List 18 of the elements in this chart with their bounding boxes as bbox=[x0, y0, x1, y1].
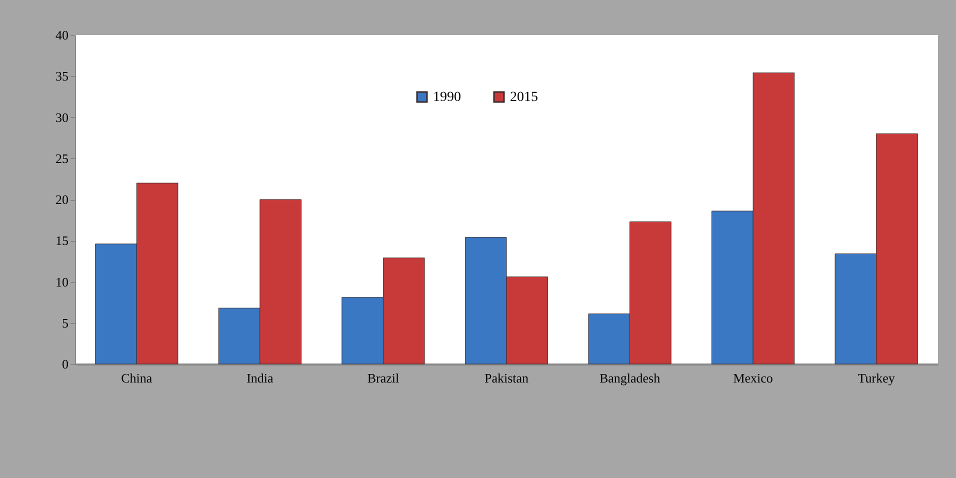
y-tick-label: 15 bbox=[56, 233, 68, 248]
y-tick-label: 20 bbox=[56, 192, 68, 207]
y-tick-label: 10 bbox=[56, 274, 68, 290]
y-tick-label: 5 bbox=[62, 315, 68, 330]
y-tick-label: 0 bbox=[62, 356, 68, 372]
x-tick-label: Pakistan bbox=[484, 370, 530, 386]
x-tick-label: Turkey bbox=[858, 370, 896, 386]
legend-label: 1990 bbox=[433, 90, 461, 105]
x-tick-label: Mexico bbox=[733, 370, 773, 386]
x-tick-label: Bangladesh bbox=[599, 370, 661, 386]
x-tick-label: Brazil bbox=[367, 370, 400, 386]
y-tick-label: 25 bbox=[56, 150, 68, 166]
legend-label: 2015 bbox=[510, 90, 538, 105]
y-tick-label: 35 bbox=[56, 68, 68, 84]
y-tick-label: 40 bbox=[56, 28, 68, 42]
x-tick-label: China bbox=[121, 370, 152, 386]
y-tick-label: 30 bbox=[56, 110, 68, 125]
x-tick-label: India bbox=[246, 370, 274, 386]
